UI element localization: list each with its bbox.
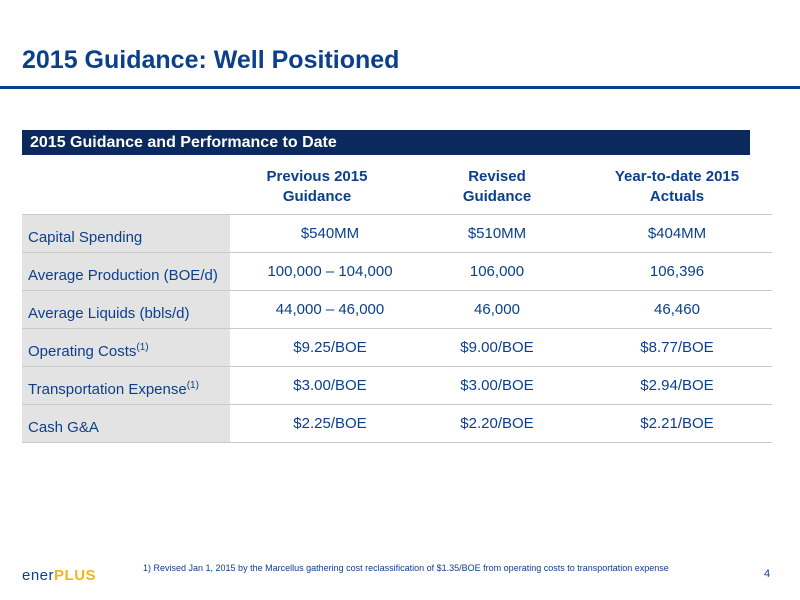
row-label: Capital Spending — [22, 215, 230, 252]
table-cell: 44,000 – 46,000 — [275, 301, 385, 318]
column-header-line: Revised — [468, 168, 526, 185]
table-cell: $9.25/BOE — [293, 339, 367, 356]
column-header-previous-guidance: Previous 2015 Guidance — [232, 167, 402, 207]
table-cell: $2.94/BOE — [640, 377, 714, 394]
table-cell: $510MM — [467, 225, 527, 242]
table-cell: 106,396 — [649, 263, 705, 280]
row-label-text: Operating Costs — [28, 343, 137, 360]
table-cell: $2.21/BOE — [640, 415, 714, 432]
table-cell: $3.00/BOE — [460, 377, 534, 394]
table-row: Operating Costs(1) $9.25/BOE $9.00/BOE $… — [22, 328, 772, 366]
column-header-line: Actuals — [649, 188, 705, 205]
column-header-ytd-actuals: Year-to-date 2015 Actuals — [582, 167, 772, 207]
company-logo: enerPLUS — [22, 567, 96, 584]
table-cell: $2.20/BOE — [460, 415, 534, 432]
row-label-text: Cash G&A — [28, 419, 99, 436]
table-cell: 46,000 — [474, 301, 520, 318]
row-footnote-marker: (1) — [136, 342, 149, 353]
row-label: Operating Costs(1) — [22, 329, 230, 366]
page-number: 4 — [764, 568, 771, 580]
footnote: 1) Revised Jan 1, 2015 by the Marcellus … — [143, 563, 669, 573]
table-cell: $8.77/BOE — [640, 339, 714, 356]
table-row: Cash G&A $2.25/BOE $2.20/BOE $2.21/BOE — [22, 404, 772, 443]
row-footnote-marker: (1) — [186, 380, 199, 391]
row-label-text: Average Liquids (bbls/d) — [28, 305, 190, 322]
table-row: Average Liquids (bbls/d) 44,000 – 46,000… — [22, 290, 772, 328]
table-cell: 100,000 – 104,000 — [267, 263, 393, 280]
column-header-line: Guidance — [462, 188, 532, 205]
row-label-text: Transportation Expense — [28, 381, 187, 398]
section-header: 2015 Guidance and Performance to Date — [22, 130, 750, 155]
table-cell: $3.00/BOE — [293, 377, 367, 394]
title-divider — [0, 86, 800, 89]
column-header-line: Year-to-date 2015 — [614, 168, 740, 185]
column-header-revised-guidance: Revised Guidance — [412, 167, 582, 207]
column-header-line: Guidance — [282, 188, 352, 205]
slide-title: 2015 Guidance: Well Positioned — [22, 46, 400, 74]
table-row: Transportation Expense(1) $3.00/BOE $3.0… — [22, 366, 772, 404]
row-label-text: Average Production (BOE/d) — [28, 267, 218, 284]
table-cell: 46,460 — [654, 301, 700, 318]
row-label: Cash G&A — [22, 405, 230, 442]
table-cell: $404MM — [647, 225, 707, 242]
row-label: Average Liquids (bbls/d) — [22, 291, 230, 328]
row-label: Transportation Expense(1) — [22, 367, 230, 404]
table-cell: $9.00/BOE — [460, 339, 534, 356]
row-label-text: Capital Spending — [28, 229, 143, 246]
table-row: Average Production (BOE/d) 100,000 – 104… — [22, 252, 772, 290]
guidance-table: Capital Spending $540MM $510MM $404MM Av… — [22, 214, 772, 443]
column-header-line: Previous 2015 — [266, 168, 368, 185]
table-cell: $540MM — [300, 225, 360, 242]
table-row: Capital Spending $540MM $510MM $404MM — [22, 214, 772, 252]
logo-text-main: ener — [22, 567, 55, 584]
row-label: Average Production (BOE/d) — [22, 253, 230, 290]
table-cell: 106,000 — [469, 263, 525, 280]
table-cell: $2.25/BOE — [293, 415, 367, 432]
logo-text-accent: PLUS — [54, 567, 97, 584]
